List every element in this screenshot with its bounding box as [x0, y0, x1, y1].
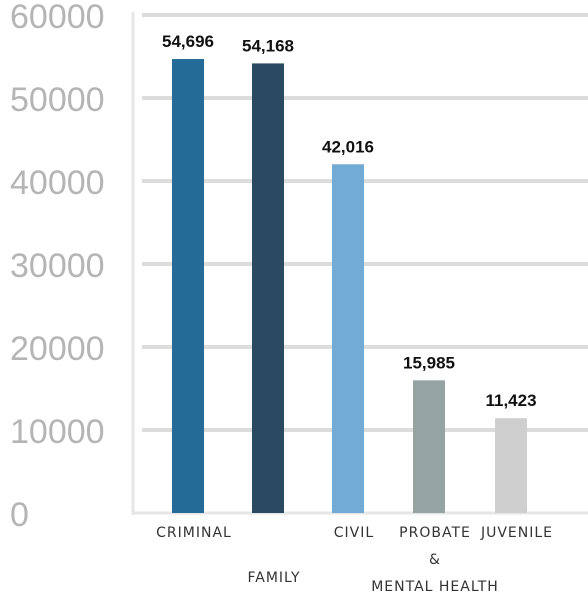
- bar-2: [332, 164, 364, 513]
- category-label-2: CIVIL: [334, 525, 374, 541]
- category-label-line-4-0: JUVENILE: [480, 525, 553, 541]
- category-label-line-3-1: &: [429, 552, 441, 568]
- bar-1: [252, 63, 284, 513]
- bar-0: [172, 59, 204, 514]
- category-label-line-1-0: FAMILY: [247, 570, 300, 586]
- data-label-1: 54,168: [242, 36, 294, 55]
- y-tick-label-5: 50000: [10, 81, 105, 119]
- category-label-3: PROBATE & MENTAL HEALTH: [371, 525, 499, 595]
- category-label-line-3-0: PROBATE: [399, 525, 471, 541]
- y-tick-label-6: 60000: [10, 0, 105, 36]
- y-tick-label-2: 20000: [10, 330, 105, 368]
- data-label-4: 11,423: [485, 391, 536, 410]
- category-label-1: FAMILY: [247, 570, 300, 586]
- category-label-line-3-2: MENTAL HEALTH: [371, 579, 499, 595]
- y-tick-label-3: 30000: [10, 247, 105, 285]
- data-label-0: 54,696: [162, 32, 214, 51]
- category-label-line-0-0: CRIMINAL: [156, 525, 232, 541]
- category-label-4: JUVENILE: [480, 525, 553, 541]
- bar-3: [413, 380, 445, 513]
- y-tick-label-4: 40000: [10, 164, 105, 202]
- y-tick-label-1: 10000: [10, 413, 105, 451]
- data-label-3: 15,985: [403, 353, 455, 372]
- category-label-line-2-0: CIVIL: [334, 525, 374, 541]
- category-label-0: CRIMINAL: [156, 525, 232, 541]
- data-label-2: 42,016: [322, 137, 374, 156]
- bar-4: [495, 418, 527, 513]
- y-tick-label-0: 0: [10, 496, 29, 534]
